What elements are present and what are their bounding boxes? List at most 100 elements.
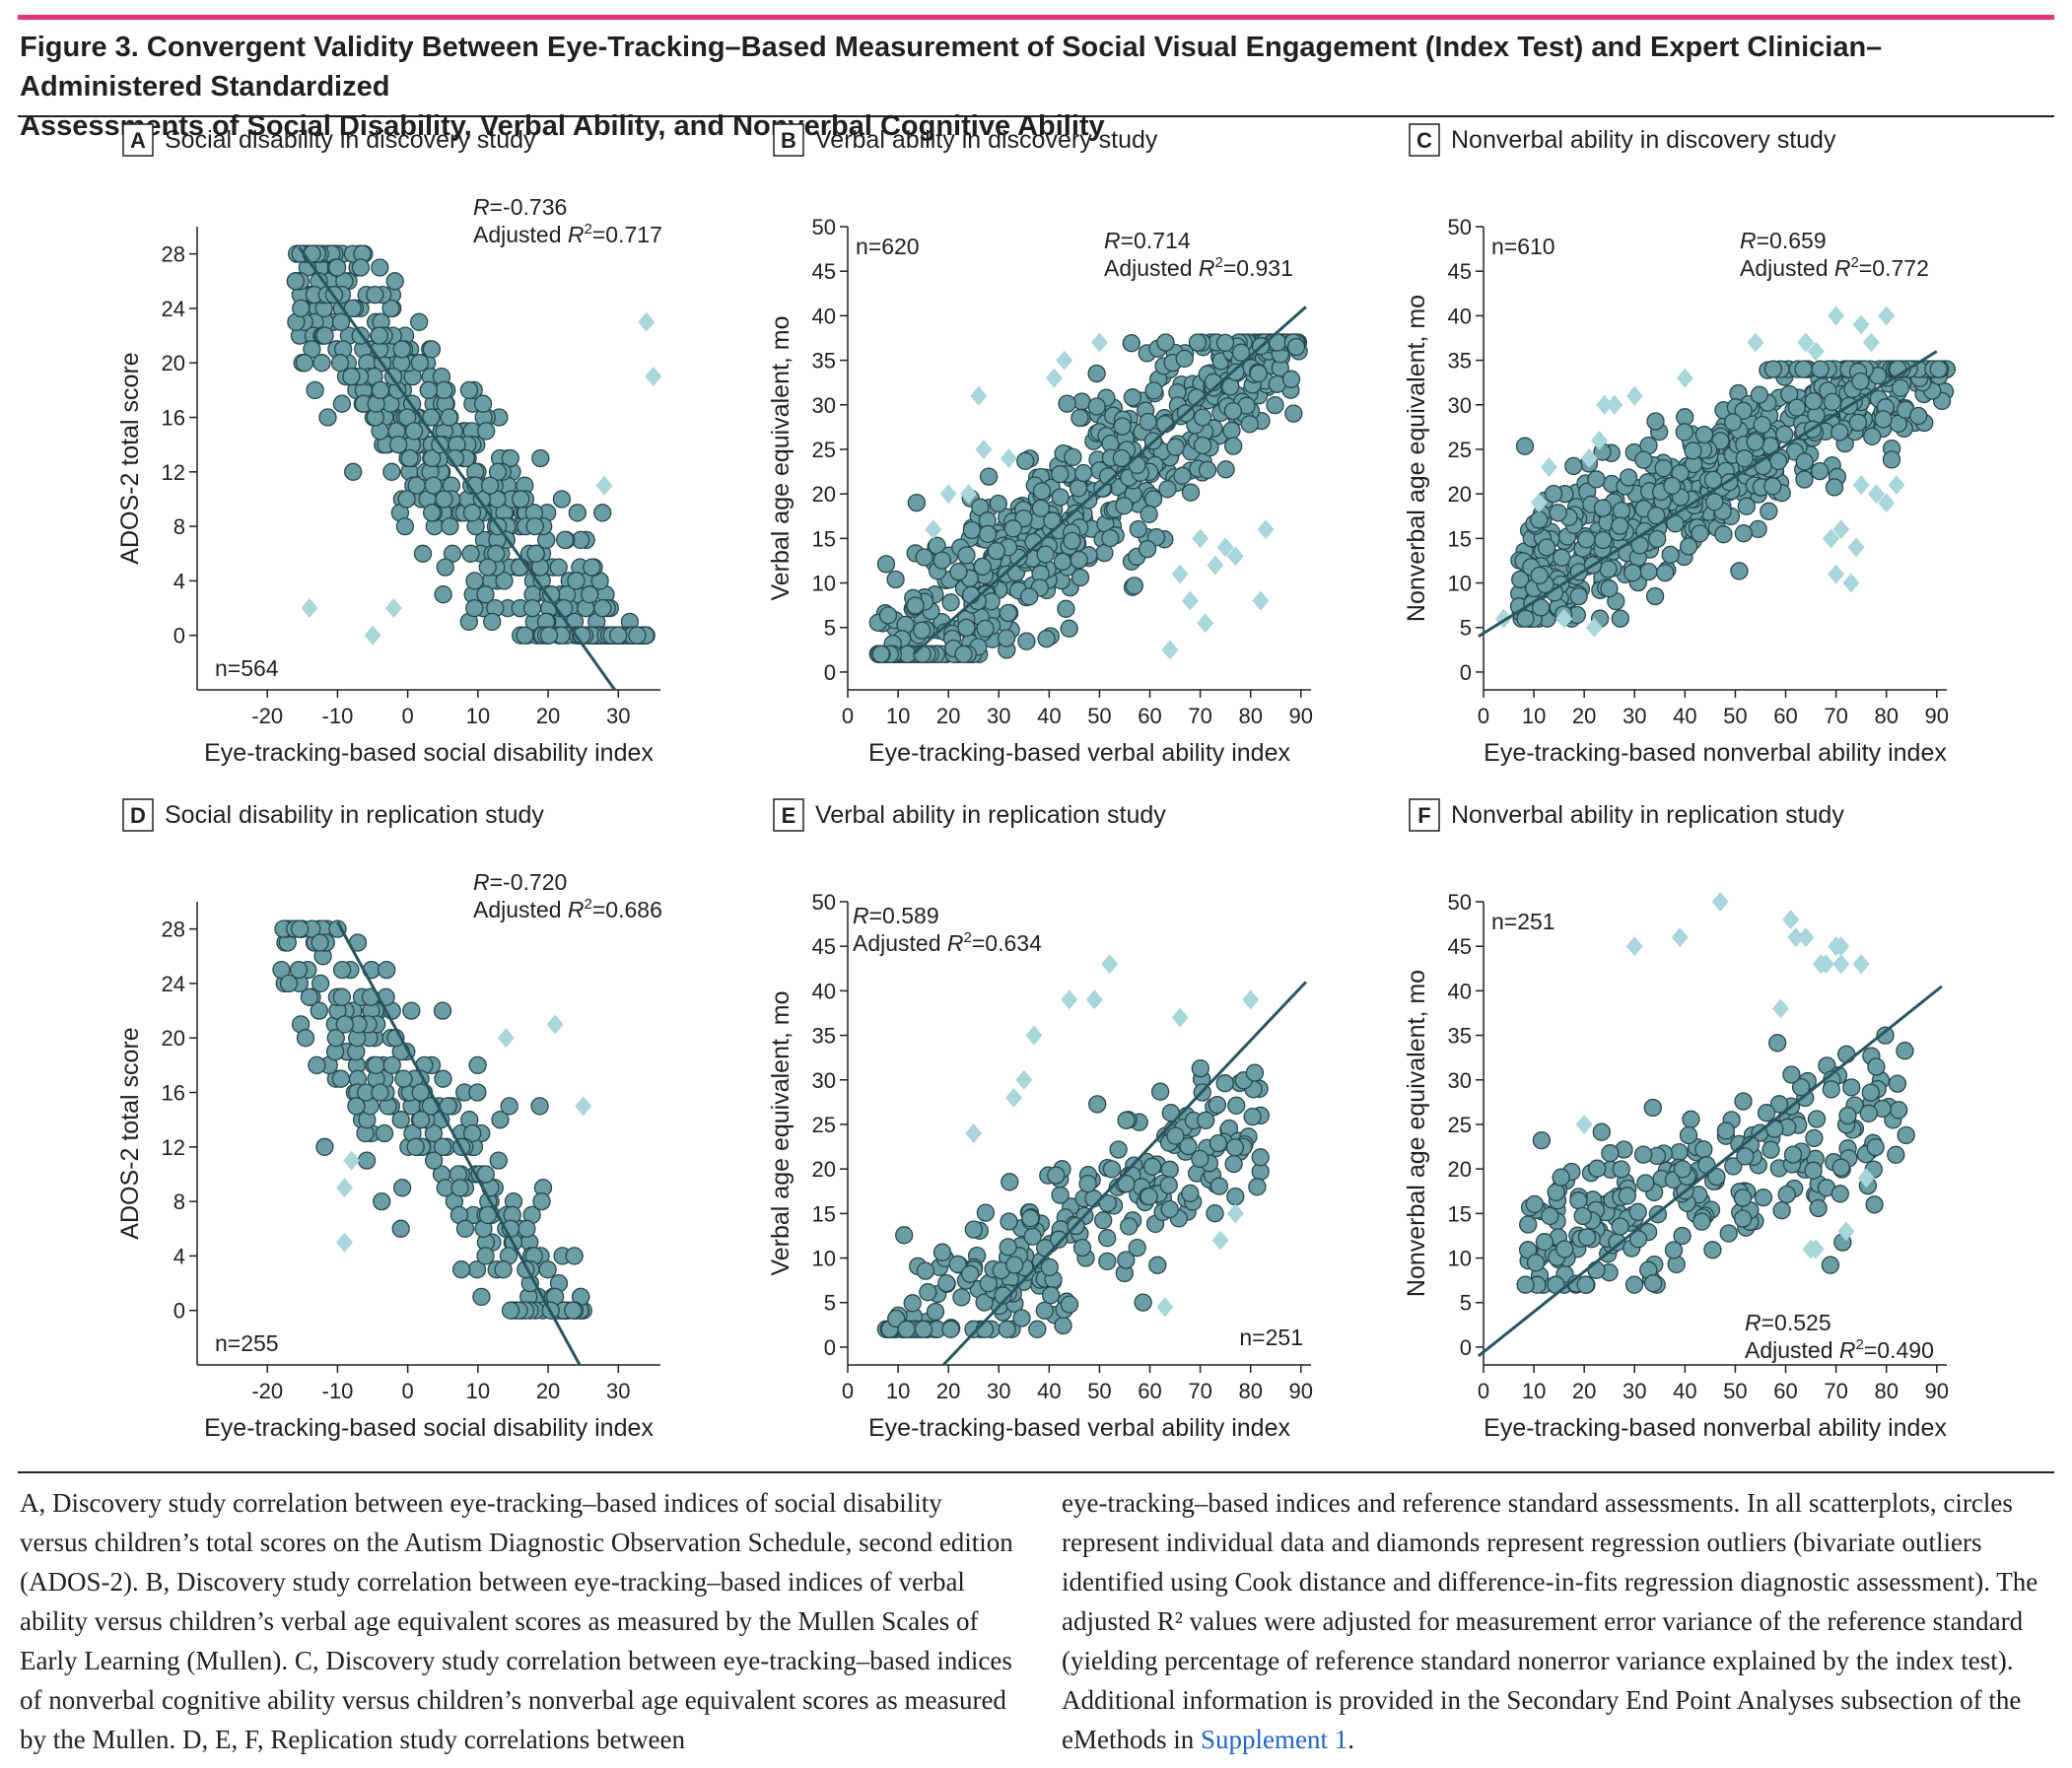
data-point xyxy=(1552,1168,1570,1187)
outlier-point xyxy=(1585,617,1603,638)
data-point xyxy=(289,960,309,980)
data-point xyxy=(628,626,647,645)
data-point xyxy=(296,1029,315,1048)
y-tick-label: 12 xyxy=(162,460,185,485)
data-point xyxy=(1705,493,1724,511)
y-axis-label: Verbal age equivalent, mo xyxy=(767,315,794,600)
data-point xyxy=(1547,1183,1565,1201)
data-point xyxy=(937,1273,956,1293)
data-point xyxy=(1633,1145,1653,1164)
data-point xyxy=(1054,1316,1072,1335)
x-tick-label: 20 xyxy=(536,704,560,728)
data-point xyxy=(1140,505,1158,523)
data-point xyxy=(941,1320,960,1338)
x-tick-label: 0 xyxy=(1478,1379,1489,1403)
data-point xyxy=(1612,501,1631,520)
outlier-point xyxy=(1156,1297,1174,1318)
data-point xyxy=(500,1097,518,1116)
x-tick-label: 30 xyxy=(1623,1379,1646,1403)
data-point xyxy=(1896,1042,1914,1060)
y-tick-label: 24 xyxy=(162,972,185,996)
data-point xyxy=(1691,524,1709,543)
data-point xyxy=(1128,455,1146,475)
data-point xyxy=(1087,397,1106,416)
y-tick-label: 15 xyxy=(1448,526,1472,551)
data-point xyxy=(1569,1191,1588,1210)
data-point xyxy=(476,1165,495,1184)
x-tick-label: 50 xyxy=(1723,704,1747,728)
panel-letter: F xyxy=(1417,803,1430,828)
data-point xyxy=(462,1123,482,1143)
data-point xyxy=(1787,398,1807,417)
data-point xyxy=(1057,599,1075,618)
panel-letter-box xyxy=(122,798,154,832)
adjusted-r2-label: Adjusted R2=0.931 xyxy=(1104,254,1293,281)
y-tick-label: 16 xyxy=(162,1081,185,1106)
outlier-point xyxy=(965,1123,983,1143)
data-point xyxy=(567,572,586,590)
data-point xyxy=(583,558,601,577)
n-label: n=251 xyxy=(1491,909,1555,934)
data-point xyxy=(1226,1187,1245,1206)
x-tick-label: 80 xyxy=(1874,704,1898,728)
data-point xyxy=(480,476,500,495)
data-point xyxy=(1143,490,1163,509)
outlier-point xyxy=(1842,573,1860,593)
data-point xyxy=(332,960,352,980)
data-point xyxy=(962,520,982,540)
data-point xyxy=(1874,410,1893,429)
data-point xyxy=(1101,528,1120,548)
data-point xyxy=(913,645,932,663)
data-point xyxy=(1134,1293,1152,1312)
data-point xyxy=(1193,408,1212,427)
data-point xyxy=(1088,1095,1107,1114)
r-label: R=-0.720 xyxy=(473,869,567,895)
data-point xyxy=(886,570,905,589)
data-point xyxy=(1684,442,1702,460)
x-tick-label: 60 xyxy=(1138,704,1161,728)
data-point xyxy=(1128,1238,1146,1258)
outlier-point xyxy=(1782,910,1800,930)
outlier-point xyxy=(1711,892,1729,912)
data-point xyxy=(310,1001,328,1020)
outlier-point xyxy=(1676,368,1693,388)
data-point xyxy=(1791,1077,1811,1097)
data-point xyxy=(1795,470,1814,489)
data-point xyxy=(1679,1125,1698,1145)
data-point xyxy=(1208,1095,1227,1115)
panel-letter-box xyxy=(122,123,154,157)
outlier-point xyxy=(960,484,978,505)
data-point xyxy=(1012,1309,1031,1327)
data-point xyxy=(1537,538,1556,557)
data-point xyxy=(1716,1122,1736,1140)
data-point xyxy=(581,585,599,604)
data-point xyxy=(373,1191,391,1211)
data-point xyxy=(1129,519,1147,539)
figure-title-line-1: Figure 3. Convergent Validity Between Ey… xyxy=(20,32,1883,102)
data-point xyxy=(568,504,587,522)
x-tick-label: 30 xyxy=(606,704,630,728)
supplement-link[interactable]: Supplement 1 xyxy=(1201,1725,1348,1754)
y-tick-label: 20 xyxy=(162,351,185,375)
x-axis-label: Eye-tracking-based nonverbal ability ind… xyxy=(1484,739,1947,767)
outlier-point xyxy=(1540,457,1557,478)
data-point xyxy=(913,621,932,640)
data-point xyxy=(1593,499,1613,517)
data-point xyxy=(1673,1226,1692,1246)
data-point xyxy=(1206,1204,1224,1223)
data-point xyxy=(926,1302,945,1322)
data-point xyxy=(1719,1224,1738,1243)
data-point xyxy=(410,354,430,373)
panel-letter-box xyxy=(1409,123,1440,157)
data-point xyxy=(392,1179,412,1197)
outlier-point xyxy=(1828,306,1845,326)
data-point xyxy=(919,1283,937,1302)
outlier-point xyxy=(575,1096,592,1117)
data-point xyxy=(1073,463,1093,483)
data-point xyxy=(459,380,479,400)
outlier-point xyxy=(1857,1168,1875,1189)
data-point xyxy=(1094,1211,1113,1230)
data-point xyxy=(465,598,484,618)
x-tick-label: 0 xyxy=(842,704,854,728)
data-point xyxy=(1810,461,1830,481)
